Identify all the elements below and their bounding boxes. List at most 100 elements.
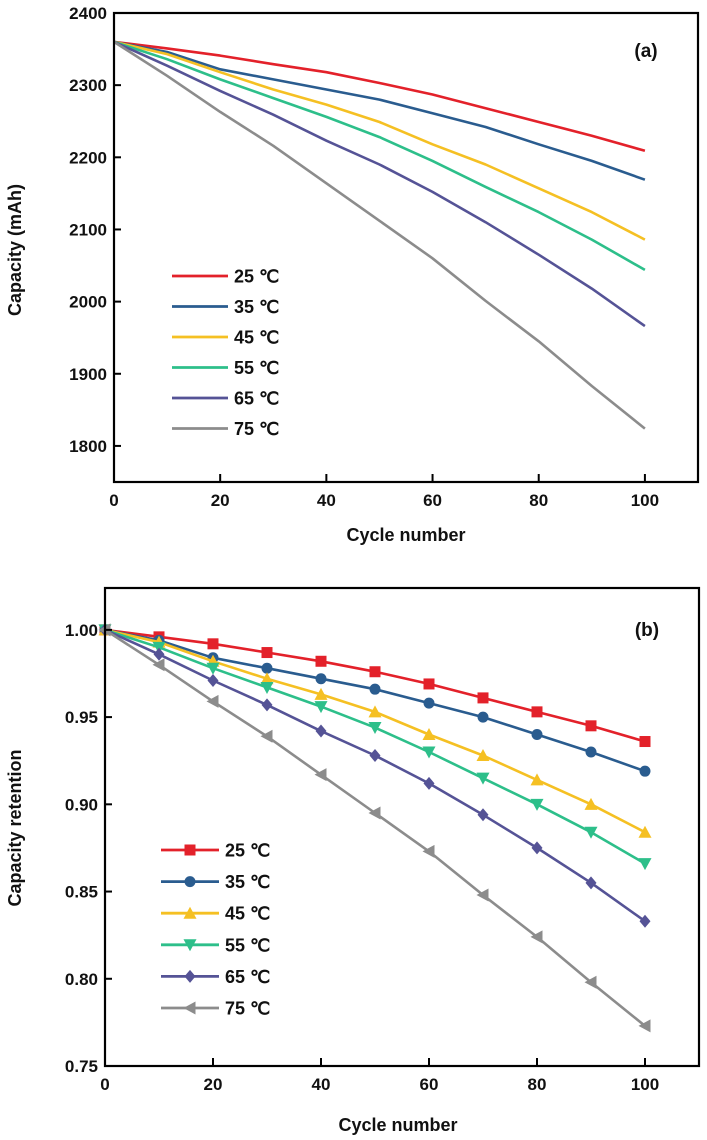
panel-a-series-line: [113, 40, 646, 153]
panel-b-legend-label: 65 ℃: [225, 967, 270, 987]
panel-b-data-point: [422, 746, 436, 759]
panel-a-series-line: [113, 40, 646, 328]
panel-a-legend-label: 45 ℃: [234, 328, 279, 348]
panel-a-series-line: [113, 40, 646, 241]
panel-b-data-point: [638, 858, 652, 871]
panel-a-legend-label: 25 ℃: [234, 267, 279, 287]
panel-b-y-tick-label: 1.00: [65, 621, 98, 640]
panel-a-y-tick-label: 2200: [69, 148, 107, 167]
panel-b-x-tick-label: 100: [631, 1075, 659, 1094]
panel-b-data-point: [584, 797, 598, 810]
panel-b-ylabel: Capacity retention: [5, 749, 25, 906]
panel-b-data-point: [639, 914, 651, 928]
panel-a-series-4: [113, 40, 646, 328]
panel-b-data-point: [206, 662, 220, 675]
panel-a-y-tick-label: 2000: [69, 293, 107, 312]
panel-b-legend-marker: [184, 876, 196, 888]
panel-b-data-point: [260, 672, 274, 685]
panel-b-data-point: [315, 673, 327, 685]
panel-b-data-point: [531, 706, 543, 718]
panel-b-data-point: [314, 701, 328, 714]
panel-a-y-tick-label: 2400: [69, 4, 107, 23]
panel-a-x-tick-label: 60: [423, 491, 442, 510]
panel-a-series-1: [113, 40, 646, 181]
panel-a-series-line: [113, 40, 646, 272]
panel-b-label: (b): [635, 620, 659, 641]
panel-a-x-tick-label: 100: [631, 491, 659, 510]
panel-b-data-point: [153, 647, 165, 661]
panel-b-x-tick-label: 20: [204, 1075, 223, 1094]
panel-b-y-tick-label: 0.80: [65, 970, 98, 989]
panel-a-x-tick-label: 20: [211, 491, 230, 510]
panel-b-plot-frame: [103, 586, 701, 1068]
panel-b-y-tick-label: 0.85: [65, 883, 98, 902]
panel-b-legend-marker: [183, 1001, 196, 1015]
panel-b-legend-label: 25 ℃: [225, 841, 270, 861]
panel-a: Capacity (mAh) Cycle number (a) 25 ℃ 35 ℃…: [5, 4, 700, 545]
panel-b-series-5: [98, 623, 651, 1033]
panel-b-data-point: [476, 772, 490, 785]
panel-a-series-2: [113, 40, 646, 241]
panel-b-data-point: [638, 825, 652, 838]
panel-b-data-point: [314, 687, 328, 700]
panel-b-data-point: [368, 705, 382, 718]
panel-a-xlabel: Cycle number: [346, 525, 465, 545]
panel-b-data-point: [476, 748, 490, 761]
panel-b-data-point: [207, 638, 219, 650]
panel-b-y-tick-label: 0.95: [65, 708, 98, 727]
panel-b-data-point: [261, 662, 273, 674]
panel-b-data-point: [369, 666, 381, 678]
panel-a-plot-frame: [112, 11, 700, 484]
panel-a-series-line: [113, 40, 646, 181]
panel-a-legend-label: 65 ℃: [234, 389, 279, 409]
panel-b-data-point: [368, 806, 381, 820]
panel-b-legend-marker: [184, 844, 196, 856]
panel-b-data-point: [207, 673, 219, 687]
panel-b-data-point: [315, 655, 327, 667]
panel-a-series-0: [113, 40, 646, 153]
panel-b-x-tick-label: 0: [100, 1075, 109, 1094]
panel-b-data-point: [531, 841, 543, 855]
panel-b-legend-marker: [183, 906, 197, 919]
panel-b-data-point: [368, 722, 382, 735]
panel-b-series-2: [98, 623, 652, 838]
panel-b-data-point: [585, 720, 597, 732]
panel-b-legend-label: 45 ℃: [225, 904, 270, 924]
panel-b-data-point: [477, 692, 489, 704]
panel-b-x-tick-label: 40: [312, 1075, 331, 1094]
panel-b-y-tick-label: 0.90: [65, 795, 98, 814]
panel-b-data-point: [423, 776, 435, 790]
panel-b-data-point: [315, 724, 327, 738]
panel-b-x-tick-label: 80: [528, 1075, 547, 1094]
panel-b: Capacity retention Cycle number (b) 25 ℃…: [5, 586, 701, 1135]
panel-b-data-point: [639, 765, 651, 777]
panel-b-data-point: [261, 698, 273, 712]
panel-b-data-point: [584, 975, 597, 989]
panel-b-data-point: [477, 808, 489, 822]
panel-b-data-point: [422, 844, 435, 858]
panel-b-data-point: [206, 694, 219, 708]
panel-a-series-3: [113, 40, 646, 272]
panel-a-y-tick-label: 1800: [69, 437, 107, 456]
panel-b-data-point: [530, 773, 544, 786]
panel-b-data-point: [476, 888, 489, 902]
panel-b-data-point: [585, 876, 597, 890]
panel-a-x-tick-label: 40: [317, 491, 336, 510]
panel-a-legend-label: 75 ℃: [234, 419, 279, 439]
panel-a-y-tick-label: 2300: [69, 76, 107, 95]
panel-b-y-tick-label: 0.75: [65, 1057, 98, 1076]
panel-a-ylabel: Capacity (mAh): [5, 184, 25, 316]
panel-b-data-point: [422, 728, 436, 741]
panel-a-legend-label: 55 ℃: [234, 358, 279, 378]
panel-b-data-point: [638, 1019, 651, 1033]
panel-b-legend-marker: [184, 969, 196, 983]
panel-b-data-point: [369, 683, 381, 695]
panel-b-xlabel: Cycle number: [338, 1115, 457, 1135]
panel-a-y-tick-label: 2100: [69, 220, 107, 239]
panel-b-x-tick-label: 60: [420, 1075, 439, 1094]
panel-b-data-point: [477, 711, 489, 723]
panel-b-data-point: [260, 729, 273, 743]
panel-b-data-point: [584, 826, 598, 839]
panel-b-data-point: [260, 681, 274, 694]
